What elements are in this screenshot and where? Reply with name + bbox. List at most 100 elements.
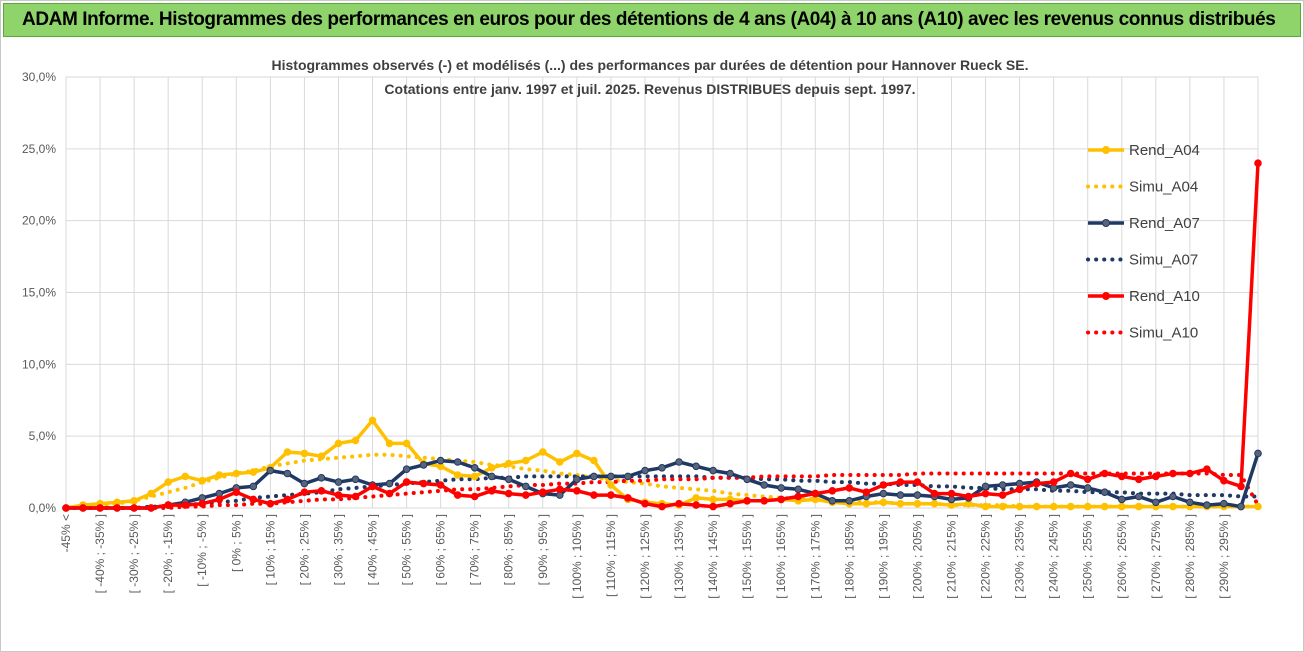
data-point-rend-a10	[283, 495, 292, 504]
legend-label: Rend_A04	[1129, 142, 1200, 159]
x-tick-label: [ 140% ; 145% ]	[706, 514, 720, 599]
series-line-simu-a10	[64, 471, 1260, 510]
data-point-rend-a10	[624, 494, 632, 502]
series-simu-a07	[64, 474, 1260, 510]
x-tick-label: [ 160% ; 165% ]	[774, 514, 788, 599]
report-banner: ADAM Informe. Histogrammes des performan…	[3, 3, 1301, 37]
data-point-rend-a07	[879, 489, 888, 498]
data-point-rend-a04	[368, 416, 377, 425]
data-point-rend-a10	[1032, 479, 1041, 488]
data-point-rend-a07	[351, 475, 360, 484]
data-point-rend-a10	[964, 492, 973, 501]
data-point-rend-a04	[1118, 502, 1126, 511]
legend-marker	[1102, 292, 1110, 300]
data-point-rend-a04	[1049, 502, 1058, 511]
x-axis: -45% < [ -40% ; -35% ] [ -30% ; -25% ] [ -2…	[59, 514, 1231, 599]
series-line-simu-a07	[64, 474, 1260, 510]
data-point-rend-a07	[658, 464, 666, 472]
data-point-rend-a07	[896, 491, 905, 499]
data-point-rend-a04	[232, 469, 241, 478]
data-point-rend-a04	[198, 476, 206, 485]
x-tick-label: [ -20% ; -15% ]	[161, 514, 175, 593]
legend-marker	[1102, 146, 1110, 154]
data-point-rend-a07	[573, 475, 581, 484]
data-point-rend-a07	[470, 464, 479, 472]
data-point-rend-a07	[1083, 484, 1092, 492]
data-point-rend-a10	[794, 492, 803, 501]
data-point-rend-a07	[845, 497, 854, 505]
data-point-rend-a07	[300, 479, 309, 488]
x-tick-label: [ 270% ; 275% ]	[1149, 514, 1163, 599]
data-point-rend-a10	[385, 489, 394, 498]
legend-item-rend-a10: Rend_A10	[1088, 288, 1200, 305]
data-point-rend-a10	[1220, 476, 1228, 485]
x-tick-label: [ 100% ; 105% ]	[570, 514, 584, 599]
y-tick-label: 25,0%	[22, 142, 56, 156]
data-point-rend-a10	[743, 497, 751, 505]
x-tick-label: [ 250% ; 255% ]	[1081, 514, 1095, 599]
data-point-rend-a07	[249, 482, 258, 491]
legend: Rend_A04 Simu_A04 Rend_A07 Simu_A07 Rend_A10…	[1086, 142, 1200, 342]
data-point-rend-a04	[351, 436, 360, 445]
data-point-rend-a07	[402, 465, 411, 474]
data-point-rend-a10	[913, 478, 922, 486]
data-point-rend-a04	[1254, 502, 1262, 511]
data-point-rend-a04	[896, 499, 905, 508]
x-tick-label: [ 180% ; 185% ]	[842, 514, 856, 599]
data-point-rend-a07	[1135, 492, 1143, 501]
data-point-rend-a10	[232, 488, 241, 497]
data-point-rend-a04	[147, 489, 155, 498]
x-tick-label: [ -30% ; -25% ]	[127, 514, 141, 593]
data-point-rend-a07	[794, 485, 803, 494]
data-point-rend-a10	[1100, 469, 1109, 478]
data-point-rend-a04	[164, 478, 172, 486]
data-point-rend-a07	[1237, 502, 1245, 511]
data-point-rend-a04	[913, 499, 922, 508]
data-point-rend-a07	[1203, 501, 1211, 509]
series-rend-a10	[62, 159, 1262, 512]
data-point-rend-a10	[947, 489, 956, 498]
data-point-rend-a10	[402, 478, 411, 486]
data-point-rend-a07	[1169, 492, 1177, 501]
x-tick-label: [ 80% ; 85% ]	[502, 514, 516, 585]
x-tick-label: [ 60% ; 65% ]	[434, 514, 448, 585]
data-point-rend-a10	[1203, 465, 1211, 474]
data-point-rend-a10	[726, 499, 734, 508]
data-point-rend-a04	[930, 499, 939, 508]
data-point-rend-a07	[504, 475, 513, 484]
data-point-rend-a04	[1169, 502, 1177, 511]
data-point-rend-a10	[896, 478, 905, 486]
legend-marker	[1102, 219, 1110, 227]
data-point-rend-a10	[590, 491, 598, 499]
data-point-rend-a04	[709, 495, 717, 504]
data-point-rend-a10	[147, 504, 155, 512]
data-point-rend-a04	[522, 456, 530, 465]
data-point-rend-a10	[675, 499, 683, 508]
data-point-rend-a10	[96, 504, 104, 512]
data-point-rend-a04	[385, 439, 394, 448]
legend-item-rend-a07: Rend_A07	[1088, 215, 1200, 232]
data-point-rend-a07	[1152, 498, 1160, 507]
data-point-rend-a07	[1186, 498, 1194, 507]
data-point-rend-a04	[487, 464, 496, 472]
chart-subtitle: Cotations entre janv. 1997 et juil. 2025…	[384, 81, 915, 97]
data-point-rend-a10	[62, 504, 70, 512]
data-point-rend-a04	[249, 468, 258, 476]
x-tick-label: [ 70% ; 75% ]	[468, 514, 482, 585]
data-point-rend-a07	[334, 478, 343, 486]
data-point-rend-a10	[522, 491, 530, 499]
x-tick-label: -45% <	[59, 514, 73, 552]
data-point-rend-a04	[1066, 502, 1075, 511]
legend-label: Simu_A10	[1129, 325, 1198, 342]
data-point-rend-a10	[573, 487, 581, 495]
x-tick-label: [ 130% ; 135% ]	[672, 514, 686, 599]
legend-item-simu-a10: Simu_A10	[1086, 325, 1198, 342]
x-tick-label: [ 40% ; 45% ]	[366, 514, 380, 585]
data-point-rend-a04	[130, 497, 138, 505]
series-line-rend-a10	[66, 163, 1260, 510]
data-point-rend-a07	[726, 469, 734, 478]
data-point-rend-a04	[692, 494, 700, 502]
x-tick-label: [ 20% ; 25% ]	[297, 514, 311, 585]
y-tick-label: 30,0%	[22, 70, 56, 84]
data-point-rend-a10	[1152, 472, 1160, 481]
